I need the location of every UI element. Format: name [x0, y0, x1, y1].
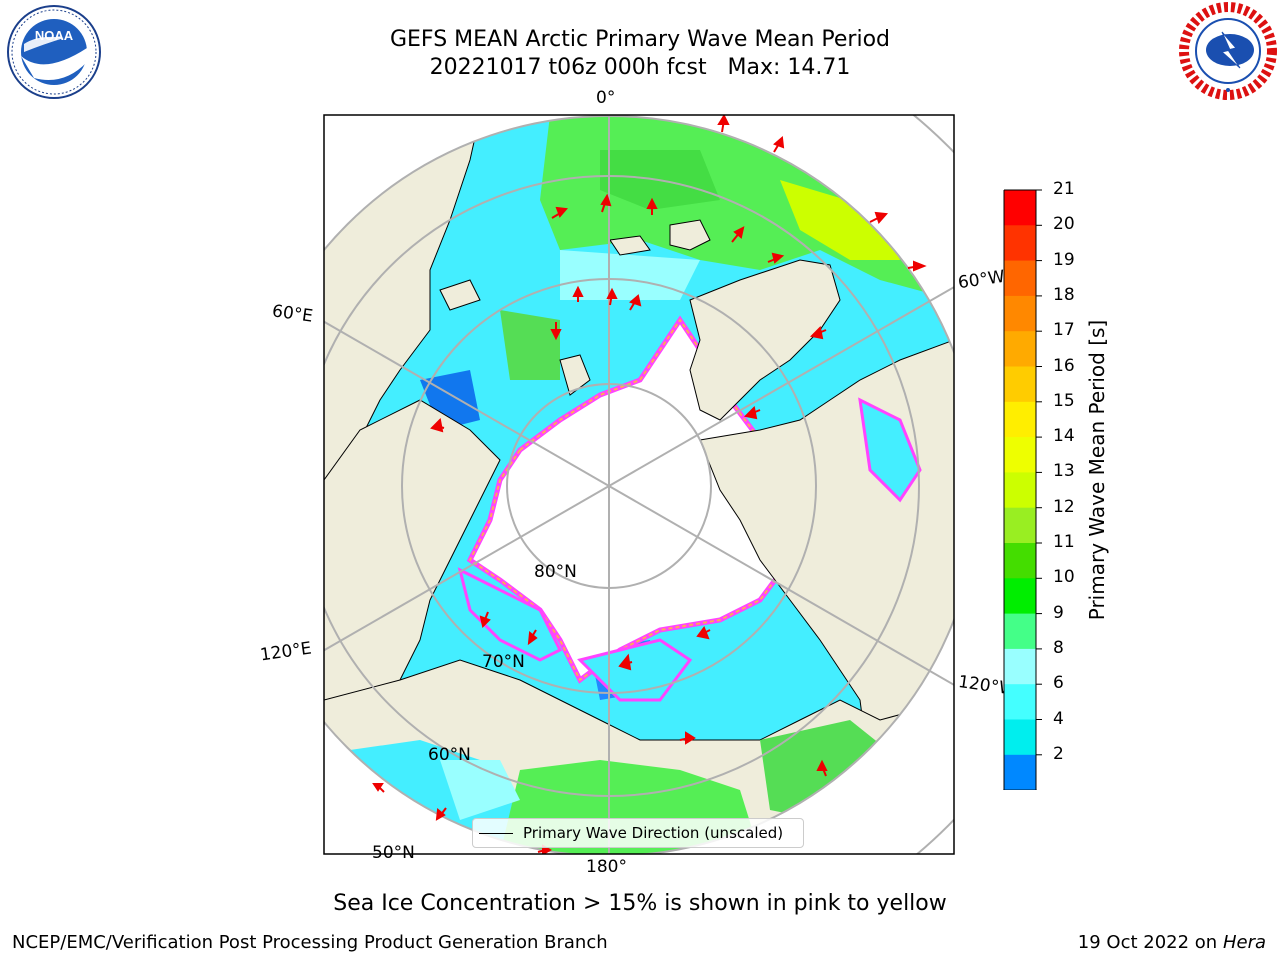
chart-subtitle: 20221017 t06z 000h fcst Max: 14.71: [429, 55, 851, 80]
colorbar: [1003, 189, 1042, 790]
colorbar-swatch: [1004, 260, 1036, 297]
colorbar-swatch: [1004, 578, 1036, 615]
colorbar-tick-label: 15: [1053, 390, 1075, 411]
lat-label-60n: 60°N: [428, 745, 471, 765]
noaa-logo: NOAA: [7, 5, 101, 99]
colorbar-tick-label: 2: [1053, 743, 1064, 764]
footer-machine: Hera: [1222, 932, 1266, 953]
colorbar-tick-label: 17: [1053, 320, 1075, 341]
colorbar-tick-label: 10: [1053, 567, 1075, 588]
lon-label-0: 0°: [596, 88, 616, 108]
colorbar-swatch: [1004, 719, 1036, 756]
colorbar-tick-label: 6: [1053, 673, 1064, 694]
colorbar-swatch: [1004, 190, 1036, 226]
colorbar-tick-label: 4: [1053, 708, 1064, 729]
legend-line-swatch: [479, 832, 513, 834]
chart-title: GEFS MEAN Arctic Primary Wave Mean Perio…: [389, 27, 890, 52]
colorbar-tick-label: 16: [1053, 355, 1075, 376]
colorbar-tick-label: 18: [1053, 284, 1075, 305]
colorbar-swatch: [1004, 331, 1036, 367]
colorbar-tick-label: 9: [1053, 602, 1064, 623]
lat-label-80n: 80°N: [534, 562, 577, 582]
colorbar-swatch: [1004, 754, 1036, 790]
wave-direction-arrows: [372, 115, 927, 854]
colorbar-swatch: [1004, 543, 1036, 579]
colorbar-tick-label: 8: [1053, 637, 1064, 658]
colorbar-swatch: [1004, 613, 1036, 650]
colorbar-tick-label: 11: [1053, 532, 1075, 552]
lat-label-50n: 50°N: [372, 843, 415, 863]
colorbar-swatch: [1004, 366, 1036, 403]
colorbar-tick-label: 21: [1053, 179, 1075, 199]
colorbar-swatch: [1004, 401, 1036, 438]
footer-date: 19 Oct 2022 on: [1077, 932, 1223, 953]
map-legend: Primary Wave Direction (unscaled): [472, 818, 804, 848]
colorbar-label: Primary Wave Mean Period [s]: [1085, 319, 1109, 621]
svg-text:NOAA: NOAA: [35, 28, 74, 43]
lat-label-70n: 70°N: [482, 652, 525, 672]
colorbar-tick-label: 20: [1053, 214, 1075, 235]
colorbar-tick-label: 13: [1053, 461, 1075, 482]
lon-label-180: 180°: [586, 857, 627, 877]
sea-ice-note: Sea Ice Concentration > 15% is shown in …: [333, 891, 947, 916]
colorbar-swatch: [1004, 472, 1036, 509]
colorbar-swatch: [1004, 437, 1036, 473]
nws-logo: [1179, 2, 1277, 100]
colorbar-swatch: [1004, 648, 1036, 685]
colorbar-tick-label: 12: [1053, 496, 1075, 517]
colorbar-swatch: [1004, 295, 1036, 332]
colorbar-swatch: [1004, 507, 1036, 544]
footer-left: NCEP/EMC/Verification Post Processing Pr…: [12, 932, 608, 953]
colorbar-swatch: [1004, 684, 1036, 720]
legend-label: Primary Wave Direction (unscaled): [523, 824, 784, 842]
colorbar-swatch: [1004, 225, 1036, 262]
footer-right: 19 Oct 2022 on Hera: [1078, 932, 1266, 953]
colorbar-tick-label: 14: [1053, 426, 1075, 447]
map-frame: [323, 114, 955, 855]
colorbar-tick-label: 19: [1053, 249, 1075, 270]
